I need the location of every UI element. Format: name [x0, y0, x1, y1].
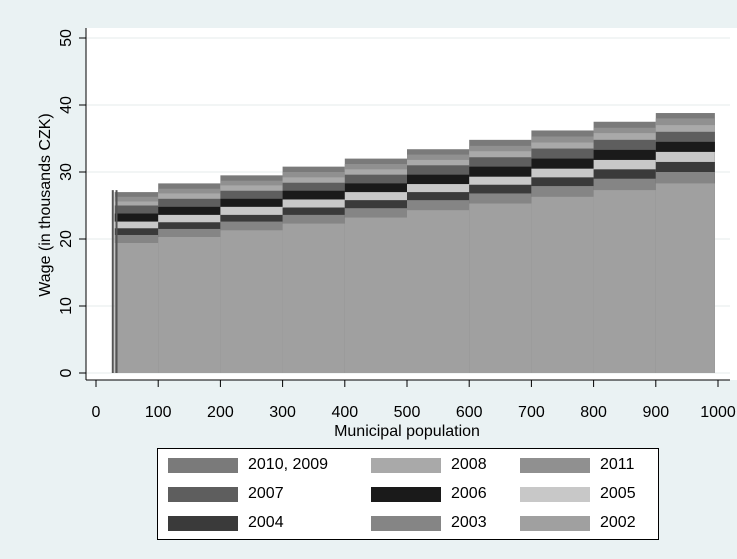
wage-band-2002 [344, 217, 407, 373]
x-tick-label: 500 [394, 404, 421, 421]
legend-label: 2008 [451, 456, 487, 473]
legend: 2010, 2009 2008 2011 2007 2006 2005 2004 2003 20… [157, 448, 659, 540]
legend-label: 2007 [248, 485, 284, 502]
wage-band-2002 [531, 196, 594, 373]
legend-label: 2002 [600, 514, 636, 531]
y-tick-label: 50 [58, 29, 75, 47]
wage-band-2002 [114, 243, 159, 373]
legend-swatch [371, 515, 441, 531]
legend-label: 2010, 2009 [248, 456, 329, 473]
x-tick-label: 1000 [700, 404, 736, 421]
legend-item: 2007 [168, 484, 284, 504]
wage-band-2002 [469, 203, 532, 373]
y-tick-label: 10 [58, 297, 75, 315]
legend-swatch [168, 457, 238, 473]
legend-item: 2003 [371, 513, 487, 533]
y-axis-label: Wage (in thousands CZK) [37, 113, 54, 296]
x-tick-label: 700 [518, 404, 545, 421]
legend-label: 2005 [600, 485, 636, 502]
x-tick-label: 300 [269, 404, 296, 421]
y-tick-label: 30 [58, 163, 75, 181]
x-axis-ticks: 0 100 200 300 400 500 600 700 800 900 1000 [92, 380, 736, 421]
legend-item: 2002 [520, 513, 636, 533]
x-tick-label: 900 [642, 404, 669, 421]
wage-band-2002 [593, 190, 656, 373]
x-axis-label: Municipal population [334, 423, 480, 440]
legend-swatch [520, 457, 590, 473]
legend-swatch [371, 457, 441, 473]
spike-lines [111, 190, 118, 373]
legend-label: 2003 [451, 514, 487, 531]
x-tick-label: 200 [207, 404, 234, 421]
y-axis-ticks: 0 10 20 30 40 50 [58, 29, 86, 377]
legend-swatch [168, 515, 238, 531]
legend-swatch [520, 515, 590, 531]
legend-item: 2004 [168, 513, 284, 533]
x-tick-label: 400 [331, 404, 358, 421]
wage-band-2002 [220, 230, 283, 373]
y-tick-label: 40 [58, 96, 75, 114]
wage-band-2002 [282, 223, 345, 373]
wage-band-2002 [655, 183, 715, 373]
y-tick-label: 0 [58, 368, 75, 377]
wage-band-2002 [158, 236, 221, 373]
legend-item: 2006 [371, 484, 487, 504]
x-tick-label: 0 [92, 404, 101, 421]
legend-item: 2005 [520, 484, 636, 504]
wage-step-bands [114, 113, 715, 374]
legend-item: 2011 [520, 455, 634, 475]
x-tick-label: 100 [145, 404, 172, 421]
x-tick-label: 800 [580, 404, 607, 421]
legend-label: 2006 [451, 485, 487, 502]
legend-label: 2011 [600, 456, 635, 473]
legend-item: 2010, 2009 [168, 455, 328, 475]
wage-band-2002 [407, 210, 470, 373]
legend-label: 2004 [248, 514, 284, 531]
legend-swatch [520, 486, 590, 502]
legend-swatch [371, 486, 441, 502]
y-tick-label: 20 [58, 230, 75, 248]
legend-item: 2008 [371, 455, 487, 475]
legend-swatch [168, 486, 238, 502]
x-tick-label: 600 [456, 404, 483, 421]
